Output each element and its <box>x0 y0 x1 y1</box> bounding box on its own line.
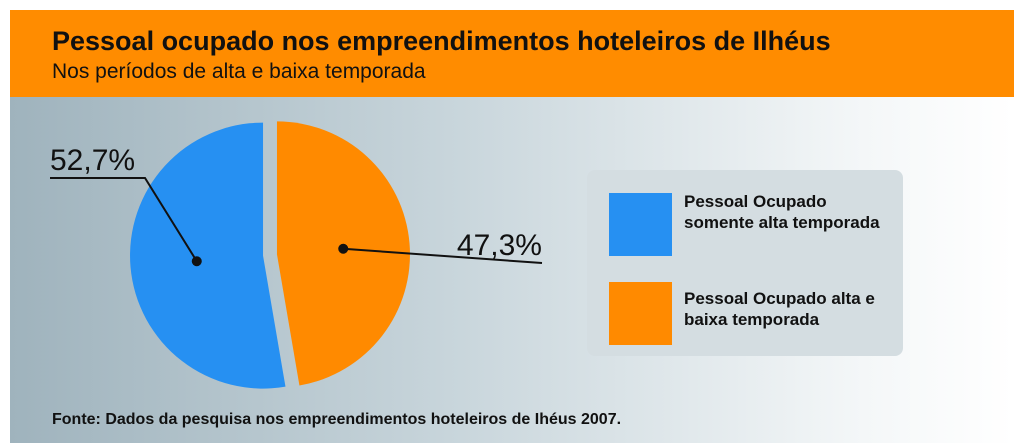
legend-label: Pessoal Ocupado somente alta temporada <box>684 192 880 232</box>
leader-line <box>343 247 543 264</box>
chart-title: Pessoal ocupado nos empreendimentos hote… <box>52 26 831 56</box>
data-label: 52,7% <box>50 144 135 177</box>
source-note: Fonte: Dados da pesquisa nos empreendime… <box>52 411 622 428</box>
leader-line <box>50 177 198 262</box>
legend-swatch <box>609 193 672 256</box>
data-label: 47,3% <box>457 229 542 262</box>
legend-swatch <box>609 282 672 345</box>
pie-slice <box>130 122 286 389</box>
header <box>10 10 1014 97</box>
leader-dot <box>191 256 202 267</box>
legend-label: Pessoal Ocupado alta e baixa temporada <box>684 289 875 329</box>
leader-dot <box>338 243 349 254</box>
chart-subtitle: Nos períodos de alta e baixa temporada <box>52 60 426 83</box>
